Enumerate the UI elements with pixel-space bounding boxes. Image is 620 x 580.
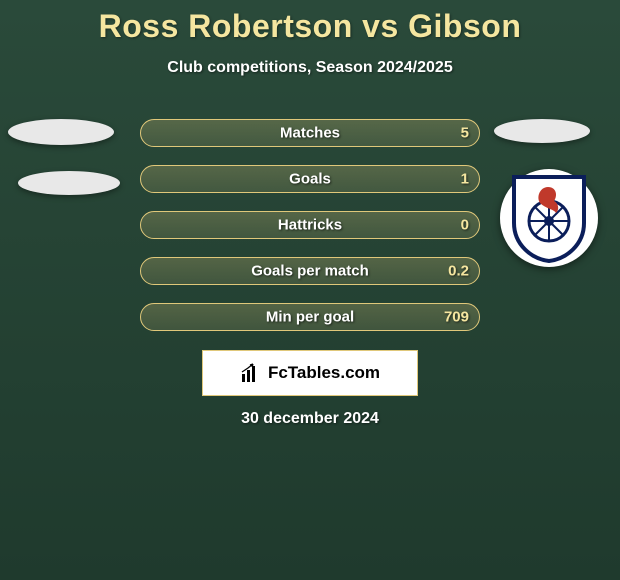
stat-row: Matches 5 xyxy=(0,119,620,147)
stat-value: 0.2 xyxy=(448,263,469,280)
stat-label: Goals xyxy=(289,171,331,188)
stat-value: 5 xyxy=(461,125,469,142)
stat-label: Hattricks xyxy=(278,217,342,234)
stat-row: Min per goal 709 xyxy=(0,303,620,331)
stat-row: Goals per match 0.2 xyxy=(0,257,620,285)
date-stamp: 30 december 2024 xyxy=(241,410,379,428)
page-title: Ross Robertson vs Gibson xyxy=(0,0,620,45)
stat-row: Hattricks 0 xyxy=(0,211,620,239)
brand-text: FcTables.com xyxy=(268,363,380,383)
stat-bar: Goals 1 xyxy=(140,165,480,193)
stat-value: 0 xyxy=(461,217,469,234)
stat-row: Goals 1 xyxy=(0,165,620,193)
stat-bar: Hattricks 0 xyxy=(140,211,480,239)
stat-label: Goals per match xyxy=(251,263,369,280)
stat-label: Matches xyxy=(280,125,340,142)
stat-bar: Goals per match 0.2 xyxy=(140,257,480,285)
bar-chart-icon xyxy=(240,362,262,384)
page-subtitle: Club competitions, Season 2024/2025 xyxy=(0,59,620,77)
brand-box: FcTables.com xyxy=(202,350,418,396)
stat-bar: Min per goal 709 xyxy=(140,303,480,331)
stat-value: 1 xyxy=(461,171,469,188)
stat-bar: Matches 5 xyxy=(140,119,480,147)
stats-area: Matches 5 Goals 1 Hattricks 0 Goals per … xyxy=(0,119,620,339)
stat-value: 709 xyxy=(444,309,469,326)
stat-label: Min per goal xyxy=(266,309,354,326)
